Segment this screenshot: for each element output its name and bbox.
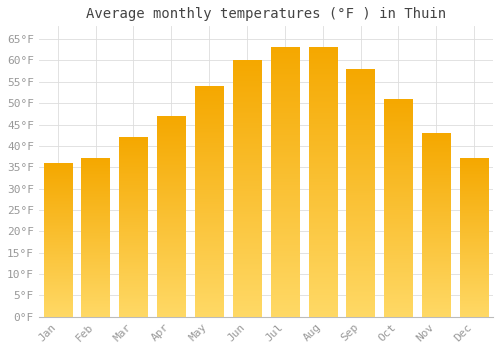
Bar [460, 159, 488, 317]
Bar [422, 133, 450, 317]
Bar [308, 48, 337, 317]
Bar [119, 137, 148, 317]
Bar [270, 48, 299, 317]
Bar [157, 116, 186, 317]
Bar [233, 61, 261, 317]
Bar [346, 69, 375, 317]
Title: Average monthly temperatures (°F ) in Thuin: Average monthly temperatures (°F ) in Th… [86, 7, 446, 21]
Bar [384, 99, 412, 317]
Bar [82, 159, 110, 317]
Bar [195, 86, 224, 317]
Bar [44, 163, 72, 317]
